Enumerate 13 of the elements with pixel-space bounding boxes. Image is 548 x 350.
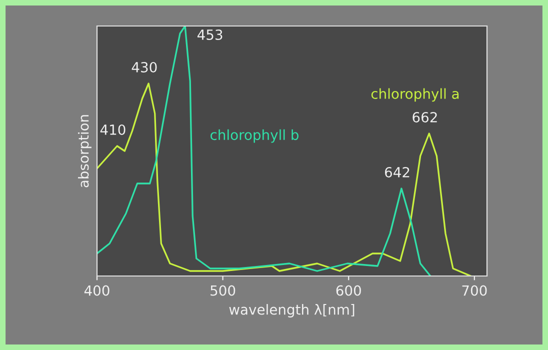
x-tick-label: 500 xyxy=(210,285,236,296)
text: chlorophyll a xyxy=(371,88,459,102)
annotation: 410 xyxy=(100,124,126,135)
x-tick-label: 700 xyxy=(462,285,487,296)
annotation: 430 xyxy=(132,62,157,72)
y-axis-title: absorption xyxy=(78,115,92,188)
annotation: 662 xyxy=(412,112,437,122)
series-label: chlorophyll b xyxy=(210,129,298,143)
x-tick-label: 400 xyxy=(84,285,110,296)
annotation: 453 xyxy=(197,29,222,40)
x-tick-label: 600 xyxy=(336,285,361,296)
x-axis-title: wavelength λ[nm] xyxy=(229,304,354,318)
annotation: 642 xyxy=(385,166,410,178)
